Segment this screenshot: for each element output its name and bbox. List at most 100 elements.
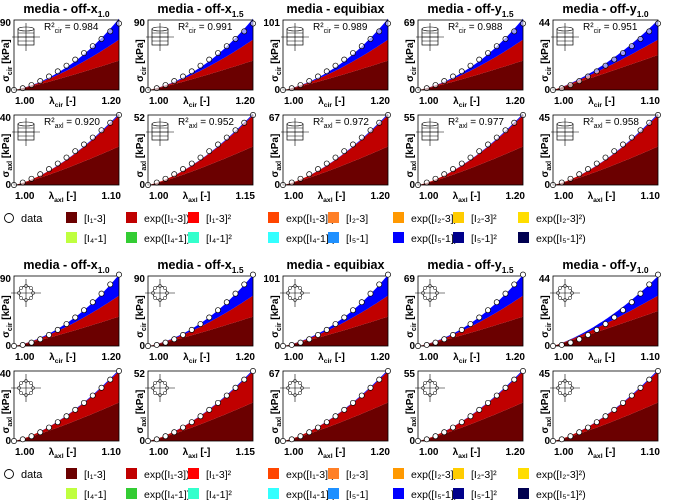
- cir-data-point: [367, 290, 374, 297]
- axl-data-point: [476, 148, 483, 155]
- legend-swatch-I4_1: [66, 488, 77, 499]
- axl-band-exp-I1-3: [553, 371, 658, 441]
- legend-label-I1_3_sq: [I₁-3]²: [206, 469, 232, 481]
- cir-ylabel: σcir [kPa]: [135, 295, 148, 338]
- axl-data-point: [655, 368, 661, 374]
- specimen-clamp: [558, 381, 562, 385]
- cir-ytick-min: 0: [544, 341, 550, 352]
- cir-data-point: [520, 20, 526, 27]
- specimen-clamp: [163, 286, 167, 290]
- legend-label-I4_1: [I₄-1]: [84, 233, 106, 245]
- specimen-icon: [146, 23, 174, 51]
- specimen-clamp: [423, 391, 427, 395]
- legend-swatch-I5_1_sq: [453, 232, 464, 243]
- legend-label-I4_1_sq: [I₄-1]²: [206, 233, 232, 245]
- cir-ylabel: σcir [kPa]: [405, 295, 418, 338]
- axl-data-point: [241, 376, 248, 383]
- axl-data-point: [306, 171, 313, 178]
- cir-r2-label: R²cir = 0.988: [448, 22, 503, 35]
- axl-xtick-min: 1.00: [419, 191, 439, 202]
- legend-swatch-I1_3_sq: [188, 212, 199, 223]
- legend-data-label: data: [21, 469, 43, 481]
- axl-ylabel: σaxl [kPa]: [540, 134, 553, 178]
- cir-data-point: [54, 68, 61, 75]
- axl-data-point: [655, 112, 661, 118]
- cir-data-point: [593, 68, 600, 75]
- axl-band-exp-I1-3: [14, 115, 119, 185]
- specimen-clamp: [558, 286, 562, 290]
- axl-data-point: [415, 438, 421, 444]
- cir-data-point: [376, 28, 383, 35]
- axl-data-point: [11, 438, 17, 444]
- axl-band-exp-I1-3: [14, 371, 119, 441]
- axl-xlabel: λaxl [-]: [453, 447, 481, 460]
- cir-data-point: [11, 343, 17, 349]
- cir-data-point: [323, 68, 330, 75]
- legend-label-exp_I4_1_sq: exp([I₄-1]²): [286, 233, 336, 245]
- axl-xtick-min: 1.00: [419, 447, 439, 458]
- panel-title: media - equibiax: [287, 258, 385, 272]
- axl-xtick-min: 1.00: [15, 191, 35, 202]
- legend-label-I5_1: [I₅-1]: [346, 489, 368, 500]
- cir-data-point: [441, 78, 448, 85]
- cir-r2-label: R²cir = 0.991: [178, 22, 233, 35]
- axl-ytick-max: 67: [269, 369, 281, 380]
- legend-swatch-I1_3: [66, 468, 77, 479]
- axl-r2-label: R²axl = 0.977: [448, 117, 504, 130]
- axl-data-point: [367, 384, 374, 391]
- cir-data-point: [171, 336, 178, 343]
- legend-swatch-exp_I2_3: [393, 468, 404, 479]
- axl-data-point: [550, 438, 556, 444]
- axl-data-point: [611, 148, 618, 155]
- specimen-icon: [551, 118, 579, 146]
- axl-xtick-max: 1.10: [102, 191, 122, 202]
- legend-label-exp_I1_3: exp([I₁-3]): [144, 469, 190, 481]
- axl-r2-label: R²axl = 0.920: [44, 117, 100, 130]
- axl-data-point: [520, 368, 526, 374]
- axl-band-exp-I1-3: [148, 371, 253, 441]
- cir-data-point: [637, 290, 644, 297]
- cir-data-point: [628, 299, 635, 306]
- cir-plot-frame: [417, 19, 524, 91]
- axl-ylabel: σaxl [kPa]: [135, 134, 148, 178]
- cir-band-exp-I1-3: [283, 295, 388, 346]
- axl-r2-label: R²axl = 0.972: [313, 117, 369, 130]
- axl-data-point: [593, 419, 600, 426]
- cir-data-point: [241, 28, 248, 35]
- axl-data-point: [188, 419, 195, 426]
- cir-data-point: [341, 314, 348, 321]
- panel-title: media - off-y1.5: [427, 258, 513, 275]
- axl-xlabel: λaxl [-]: [318, 447, 346, 460]
- column-1-4: media - off-y1.0 44 0 1.00 1.10 λcir [-] σcir …: [539, 258, 661, 460]
- cir-band-I1-3: [553, 311, 658, 346]
- axl-xlabel: λaxl [-]: [49, 447, 77, 460]
- cir-data-point: [550, 87, 556, 93]
- axl-data-point: [206, 406, 213, 413]
- axl-ytick-max: 45: [539, 369, 551, 380]
- cir-data-point: [241, 281, 248, 288]
- cir-xtick-max: 1.20: [371, 352, 391, 363]
- cir-data-point: [37, 336, 44, 343]
- axl-data-point: [63, 413, 70, 420]
- axl-band-I1-3: [283, 402, 388, 441]
- axl-data-point: [493, 392, 500, 399]
- axl-data-point: [646, 119, 653, 126]
- axl-data-point: [98, 384, 105, 391]
- axl-data-point: [341, 406, 348, 413]
- cir-data-point: [162, 339, 169, 346]
- axl-data-point: [358, 134, 365, 141]
- axl-data-point: [441, 429, 448, 436]
- cir-ylabel: σcir [kPa]: [135, 39, 148, 82]
- axl-ytick-max: 45: [539, 113, 551, 124]
- axl-ylabel: σaxl [kPa]: [1, 134, 14, 178]
- cir-ytick-max: 90: [134, 274, 146, 285]
- cir-xtick-min: 1.00: [554, 96, 574, 107]
- cir-data-point: [297, 339, 304, 346]
- cir-data-point: [620, 50, 626, 57]
- axl-ytick-min: 0: [409, 436, 415, 447]
- legend-label-exp_I2_3: exp([I₂-3]): [411, 469, 457, 481]
- cir-data-point: [655, 20, 661, 27]
- axl-data-point: [280, 182, 286, 188]
- legend-1: data [I₁-3] exp([I₁-3]) [I₁-3]² exp([I₁-3]²)…: [4, 468, 586, 500]
- cir-xlabel: λcir [-]: [453, 352, 480, 365]
